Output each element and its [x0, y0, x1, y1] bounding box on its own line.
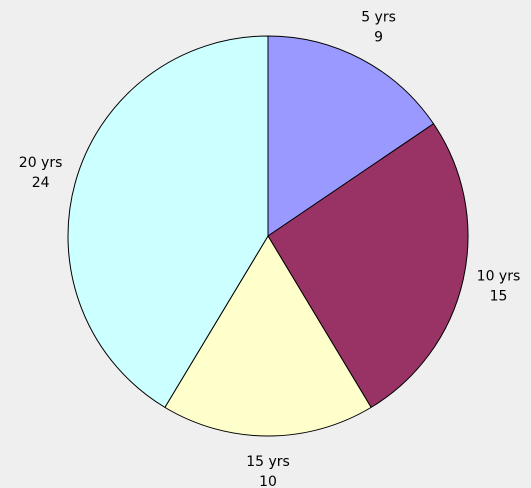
pie-slice: [267, 123, 469, 409]
slice-label: 15 yrs: [246, 454, 290, 470]
slice-label: 10 yrs: [477, 269, 521, 285]
slice-value: 9: [374, 29, 383, 45]
pie-slice: [267, 35, 435, 237]
pie-slice: [164, 235, 372, 437]
slice-value: 24: [32, 175, 50, 191]
slice-label: 5 yrs: [361, 9, 396, 25]
slice-value: 15: [490, 289, 508, 305]
slice-label: 20 yrs: [19, 155, 63, 171]
slice-value: 10: [259, 474, 277, 488]
pie-slice: [67, 35, 269, 409]
